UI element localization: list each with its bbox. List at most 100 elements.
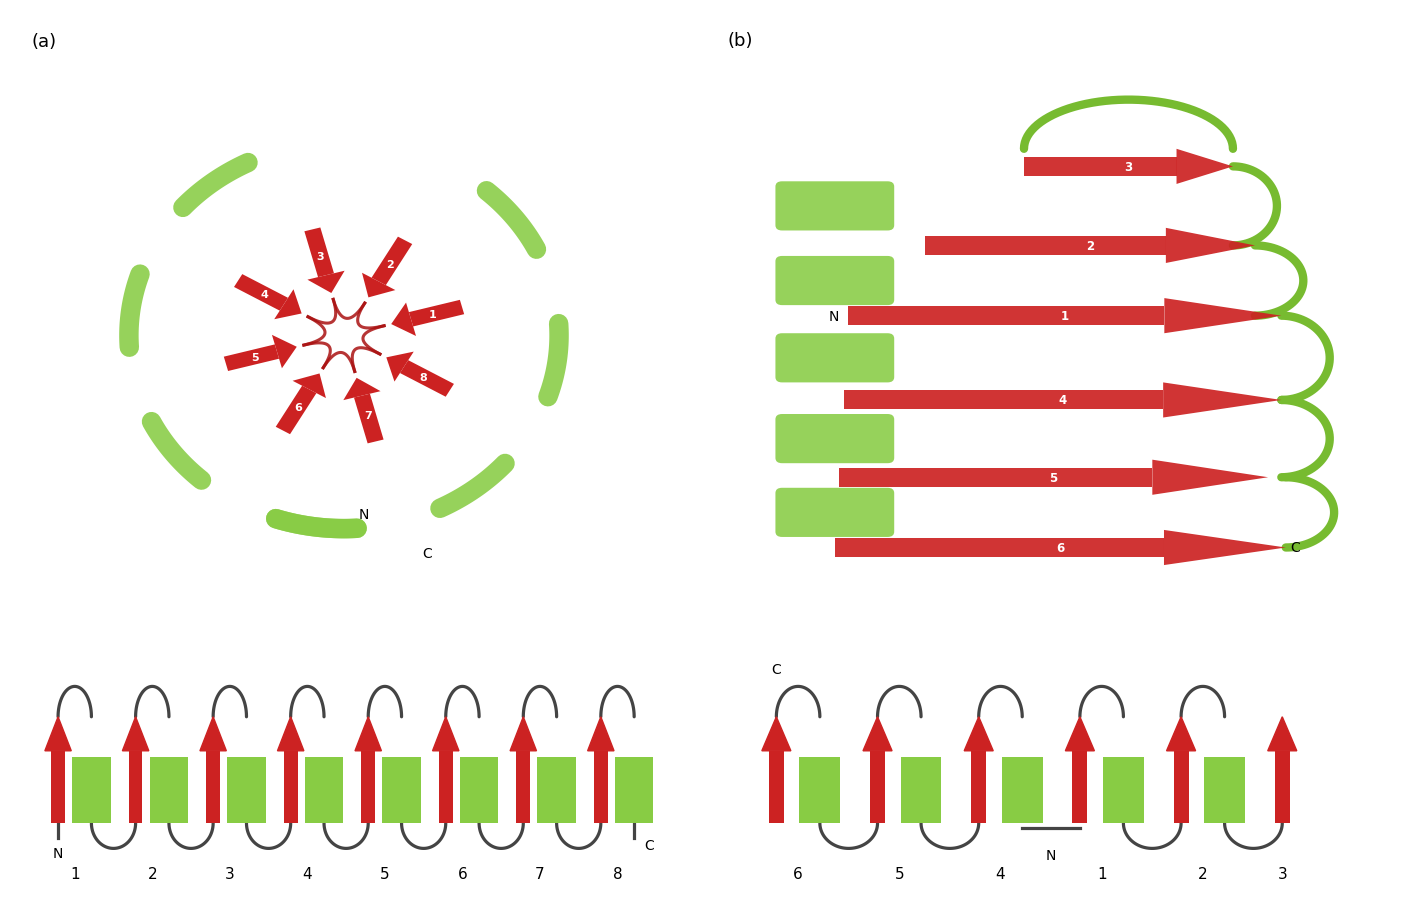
Polygon shape bbox=[1268, 717, 1297, 751]
Polygon shape bbox=[400, 361, 453, 397]
FancyBboxPatch shape bbox=[775, 414, 894, 463]
Text: 5: 5 bbox=[380, 866, 390, 881]
Text: 2: 2 bbox=[1085, 239, 1094, 253]
Text: (a): (a) bbox=[31, 33, 56, 51]
FancyBboxPatch shape bbox=[900, 758, 942, 824]
Polygon shape bbox=[1163, 383, 1282, 418]
Polygon shape bbox=[307, 272, 344, 293]
Polygon shape bbox=[275, 386, 316, 434]
FancyBboxPatch shape bbox=[1104, 758, 1144, 824]
Polygon shape bbox=[344, 378, 380, 401]
Polygon shape bbox=[392, 303, 416, 337]
Polygon shape bbox=[234, 275, 288, 312]
Polygon shape bbox=[762, 717, 790, 751]
Text: 3: 3 bbox=[225, 866, 234, 881]
Polygon shape bbox=[965, 717, 993, 751]
Text: 2: 2 bbox=[386, 260, 393, 270]
Text: 6: 6 bbox=[793, 866, 803, 881]
Text: N: N bbox=[53, 846, 63, 860]
Text: 5: 5 bbox=[1050, 471, 1057, 484]
Text: 8: 8 bbox=[420, 372, 427, 382]
Text: 5: 5 bbox=[251, 352, 260, 362]
Text: C: C bbox=[644, 838, 654, 852]
FancyBboxPatch shape bbox=[227, 758, 265, 824]
Text: 3: 3 bbox=[1278, 866, 1287, 881]
FancyBboxPatch shape bbox=[382, 758, 421, 824]
Polygon shape bbox=[848, 307, 1164, 326]
Text: 8: 8 bbox=[612, 866, 622, 881]
Text: 1: 1 bbox=[1060, 310, 1068, 322]
Text: 2: 2 bbox=[1198, 866, 1207, 881]
FancyBboxPatch shape bbox=[799, 758, 841, 824]
Polygon shape bbox=[199, 717, 226, 751]
FancyBboxPatch shape bbox=[1275, 751, 1290, 824]
FancyBboxPatch shape bbox=[1002, 758, 1043, 824]
FancyBboxPatch shape bbox=[870, 751, 885, 824]
Polygon shape bbox=[272, 336, 296, 368]
Text: 4: 4 bbox=[261, 290, 268, 300]
FancyBboxPatch shape bbox=[517, 751, 531, 824]
FancyBboxPatch shape bbox=[129, 751, 142, 824]
FancyBboxPatch shape bbox=[284, 751, 298, 824]
Polygon shape bbox=[925, 237, 1165, 256]
Polygon shape bbox=[354, 395, 383, 444]
Text: 1: 1 bbox=[428, 310, 437, 320]
FancyBboxPatch shape bbox=[538, 758, 576, 824]
Polygon shape bbox=[510, 717, 536, 751]
Polygon shape bbox=[278, 717, 303, 751]
Polygon shape bbox=[1066, 717, 1094, 751]
Polygon shape bbox=[588, 717, 614, 751]
Text: 3: 3 bbox=[1125, 161, 1133, 173]
FancyBboxPatch shape bbox=[206, 751, 220, 824]
Text: 2: 2 bbox=[147, 866, 157, 881]
Text: C: C bbox=[771, 663, 781, 676]
Polygon shape bbox=[1164, 299, 1282, 334]
Text: 4: 4 bbox=[1059, 394, 1067, 407]
Text: (b): (b) bbox=[727, 33, 753, 50]
FancyBboxPatch shape bbox=[72, 758, 111, 824]
Text: 6: 6 bbox=[295, 402, 302, 413]
FancyBboxPatch shape bbox=[439, 751, 452, 824]
FancyBboxPatch shape bbox=[594, 751, 608, 824]
Text: 7: 7 bbox=[364, 411, 372, 421]
Text: N: N bbox=[358, 507, 369, 521]
FancyBboxPatch shape bbox=[1174, 751, 1189, 824]
Text: N: N bbox=[828, 310, 840, 323]
Polygon shape bbox=[1167, 717, 1196, 751]
Polygon shape bbox=[372, 237, 413, 286]
Text: 1: 1 bbox=[70, 866, 80, 881]
Polygon shape bbox=[122, 717, 149, 751]
Text: C: C bbox=[1290, 541, 1300, 554]
FancyBboxPatch shape bbox=[775, 489, 894, 537]
Polygon shape bbox=[223, 345, 279, 371]
Text: C: C bbox=[423, 546, 432, 561]
Text: 7: 7 bbox=[535, 866, 545, 881]
Polygon shape bbox=[1177, 150, 1233, 185]
Text: 1: 1 bbox=[1097, 866, 1106, 881]
FancyBboxPatch shape bbox=[1073, 751, 1088, 824]
FancyBboxPatch shape bbox=[51, 751, 65, 824]
Polygon shape bbox=[863, 717, 892, 751]
FancyBboxPatch shape bbox=[150, 758, 188, 824]
Text: 4: 4 bbox=[995, 866, 1005, 881]
Polygon shape bbox=[292, 374, 326, 398]
Polygon shape bbox=[355, 717, 382, 751]
Text: 5: 5 bbox=[894, 866, 904, 881]
Text: 6: 6 bbox=[1056, 542, 1064, 554]
Polygon shape bbox=[844, 391, 1163, 410]
Polygon shape bbox=[835, 538, 1164, 557]
Polygon shape bbox=[362, 274, 396, 298]
FancyBboxPatch shape bbox=[769, 751, 783, 824]
Polygon shape bbox=[409, 301, 465, 327]
FancyBboxPatch shape bbox=[775, 182, 894, 231]
Text: 4: 4 bbox=[302, 866, 312, 881]
Polygon shape bbox=[1153, 461, 1268, 495]
FancyBboxPatch shape bbox=[1205, 758, 1245, 824]
Polygon shape bbox=[1165, 228, 1255, 264]
Text: 6: 6 bbox=[458, 866, 468, 881]
FancyBboxPatch shape bbox=[305, 758, 343, 824]
Polygon shape bbox=[45, 717, 72, 751]
FancyBboxPatch shape bbox=[775, 256, 894, 306]
Polygon shape bbox=[432, 717, 459, 751]
Polygon shape bbox=[840, 469, 1153, 488]
